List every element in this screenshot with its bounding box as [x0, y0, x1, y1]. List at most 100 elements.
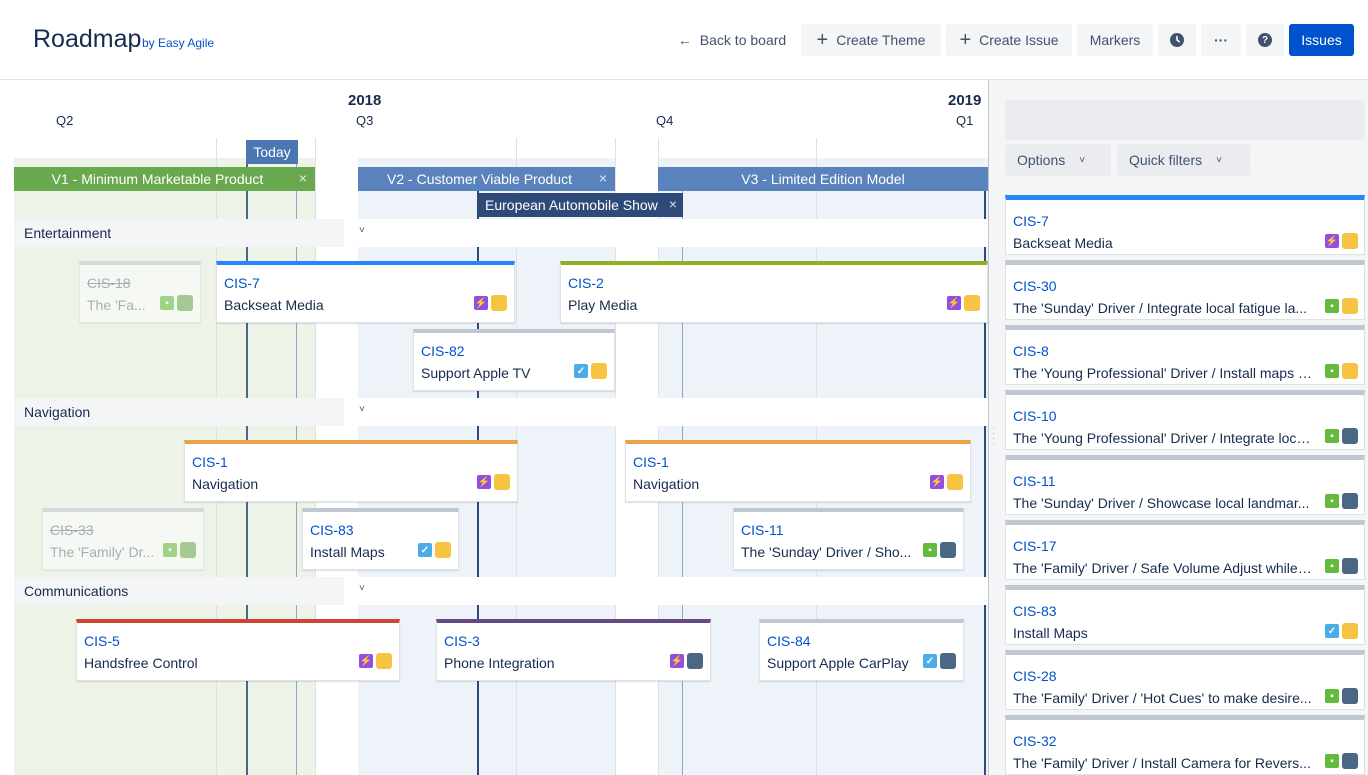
create-issue-button[interactable]: + Create Issue: [946, 24, 1072, 56]
panel-resize-handle[interactable]: · · · ·: [992, 424, 995, 448]
marker-european-automobile-show[interactable]: European Automobile Show ×: [477, 193, 683, 217]
chevron-down-icon[interactable]: ˅: [359, 583, 365, 594]
issues-panel: Options ˅ Quick filters ˅ CIS-7 Backseat …: [988, 80, 1368, 775]
quick-filters-dropdown[interactable]: Quick filters ˅: [1117, 144, 1250, 176]
markers-button[interactable]: Markers: [1077, 24, 1153, 56]
vendor-link[interactable]: by Easy Agile: [142, 36, 215, 50]
version-bar-v2[interactable]: V2 - Customer Viable Product ×: [358, 167, 615, 191]
issue-key[interactable]: CIS-11: [741, 522, 784, 538]
chevron-down-icon[interactable]: ˅: [359, 225, 365, 236]
issue-list-item[interactable]: CIS-32 The 'Family' Driver / Install Came…: [1005, 715, 1365, 775]
roadmap-card[interactable]: CIS-11 The 'Sunday' Driver / Sho... ▪: [733, 508, 964, 570]
history-button[interactable]: [1158, 24, 1196, 56]
epic-icon: ⚡: [930, 475, 944, 489]
issue-key[interactable]: CIS-3: [444, 633, 480, 649]
version-bar-v3[interactable]: V3 - Limited Edition Model: [658, 167, 988, 191]
task-icon: ✓: [418, 543, 432, 557]
roadmap-card[interactable]: CIS-7 Backseat Media ⚡: [216, 261, 515, 323]
issue-list: CIS-7 Backseat Media ⚡ CIS-30 The 'Sunday' D…: [1005, 192, 1365, 775]
close-icon[interactable]: ×: [598, 170, 607, 186]
issue-key[interactable]: CIS-10: [1013, 408, 1057, 424]
markers-label: Markers: [1089, 32, 1141, 48]
issue-key[interactable]: CIS-28: [1013, 668, 1057, 684]
options-dropdown[interactable]: Options ˅: [1005, 144, 1111, 176]
year-label: 2018: [348, 92, 382, 109]
issue-summary: Support Apple TV: [421, 365, 531, 381]
issue-key[interactable]: CIS-8: [1013, 343, 1049, 359]
issue-summary: Backseat Media: [224, 297, 324, 313]
issue-key[interactable]: CIS-84: [767, 633, 811, 649]
issue-key[interactable]: CIS-7: [1013, 213, 1049, 229]
close-icon[interactable]: ×: [298, 170, 307, 186]
issue-icons: ⚡: [477, 474, 510, 490]
roadmap-card[interactable]: CIS-83 Install Maps ✓: [302, 508, 459, 570]
issue-list-item[interactable]: CIS-8 The 'Young Professional' Driver / I…: [1005, 325, 1365, 385]
status-color-swatch: [1342, 558, 1358, 574]
issue-summary: Navigation: [633, 476, 700, 492]
theme-row-entertainment[interactable]: Entertainment ˅: [14, 219, 988, 247]
issue-list-item[interactable]: CIS-28 The 'Family' Driver / 'Hot Cues' t…: [1005, 650, 1365, 710]
issue-list-item[interactable]: CIS-17 The 'Family' Driver / Safe Volume …: [1005, 520, 1365, 580]
version-bar-v1[interactable]: V1 - Minimum Marketable Product ×: [14, 167, 315, 191]
status-color-swatch: [180, 542, 196, 558]
roadmap-card[interactable]: CIS-2 Play Media ⚡: [560, 261, 988, 323]
issue-icons: ⚡: [947, 295, 980, 311]
status-color-swatch: [940, 653, 956, 669]
issue-key[interactable]: CIS-82: [421, 343, 465, 359]
issue-key[interactable]: CIS-18: [87, 275, 131, 291]
help-button[interactable]: ?: [1246, 24, 1284, 56]
issue-summary: The 'Young Professional' Driver / Integr…: [1013, 430, 1313, 446]
chevron-down-icon: ˅: [1079, 154, 1086, 166]
issue-list-item[interactable]: CIS-30 The 'Sunday' Driver / Integrate lo…: [1005, 260, 1365, 320]
status-color-swatch: [1342, 753, 1358, 769]
story-icon: ▪: [1325, 494, 1339, 508]
back-to-board-label: Back to board: [699, 32, 787, 48]
back-to-board-button[interactable]: ← Back to board: [668, 24, 796, 56]
theme-row-communications[interactable]: Communications ˅: [14, 577, 988, 605]
issue-icons: ⚡: [670, 653, 703, 669]
issue-list-item[interactable]: CIS-83 Install Maps ✓: [1005, 585, 1365, 645]
today-marker[interactable]: Today: [246, 140, 298, 164]
roadmap-card[interactable]: CIS-1 Navigation ⚡: [184, 440, 518, 502]
issue-icons: ⚡: [930, 474, 963, 490]
issue-summary: The 'Sunday' Driver / Integrate local fa…: [1013, 300, 1308, 316]
issue-list-item[interactable]: CIS-11 The 'Sunday' Driver / Showcase loc…: [1005, 455, 1365, 515]
issue-search-input[interactable]: [1005, 100, 1365, 140]
issue-key[interactable]: CIS-1: [192, 454, 228, 470]
issue-summary: Support Apple CarPlay: [767, 655, 909, 671]
close-icon[interactable]: ×: [668, 196, 677, 212]
issue-key[interactable]: CIS-17: [1013, 538, 1057, 554]
roadmap-card[interactable]: CIS-84 Support Apple CarPlay ✓: [759, 619, 964, 681]
issue-key[interactable]: CIS-1: [633, 454, 669, 470]
issue-key[interactable]: CIS-83: [1013, 603, 1057, 619]
issue-key[interactable]: CIS-30: [1013, 278, 1057, 294]
issue-list-item[interactable]: CIS-10 The 'Young Professional' Driver / …: [1005, 390, 1365, 450]
issue-list-item[interactable]: CIS-7 Backseat Media ⚡: [1005, 195, 1365, 255]
status-color-swatch: [1342, 298, 1358, 314]
roadmap-card[interactable]: CIS-5 Handsfree Control ⚡: [76, 619, 400, 681]
chevron-down-icon[interactable]: ˅: [359, 404, 365, 415]
epic-icon: ⚡: [947, 296, 961, 310]
issues-toggle-button[interactable]: Issues: [1289, 24, 1354, 56]
create-theme-button[interactable]: + Create Theme: [801, 24, 941, 56]
status-color-swatch: [1342, 428, 1358, 444]
roadmap-card[interactable]: CIS-82 Support Apple TV ✓: [413, 329, 615, 391]
issue-key[interactable]: CIS-5: [84, 633, 120, 649]
issue-key[interactable]: CIS-32: [1013, 733, 1057, 749]
more-actions-button[interactable]: ···: [1201, 24, 1241, 56]
roadmap-card[interactable]: CIS-33 The 'Family' Dr... ▪: [42, 508, 204, 570]
issue-key[interactable]: CIS-33: [50, 522, 94, 538]
issue-key[interactable]: CIS-7: [224, 275, 260, 291]
marker-line: [984, 170, 986, 775]
top-header: Roadmap by Easy Agile ← Back to board + …: [0, 0, 1368, 80]
story-icon: ▪: [1325, 364, 1339, 378]
roadmap-card[interactable]: CIS-3 Phone Integration ⚡: [436, 619, 711, 681]
theme-row-navigation[interactable]: Navigation ˅: [14, 398, 988, 426]
roadmap-card[interactable]: CIS-18 The 'Fa... ▪: [79, 261, 201, 323]
issue-key[interactable]: CIS-11: [1013, 473, 1056, 489]
issue-key[interactable]: CIS-83: [310, 522, 354, 538]
issue-key[interactable]: CIS-2: [568, 275, 604, 291]
issue-summary: The 'Young Professional' Driver / Instal…: [1013, 365, 1313, 381]
roadmap-card[interactable]: CIS-1 Navigation ⚡: [625, 440, 971, 502]
issue-summary: Navigation: [192, 476, 259, 492]
